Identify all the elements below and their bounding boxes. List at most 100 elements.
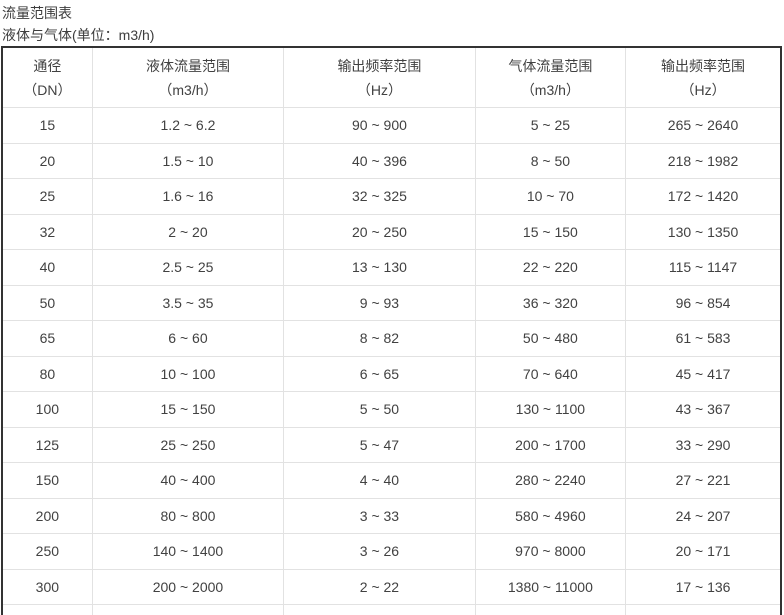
table-cell: 1.6 ~ 16 (92, 179, 283, 215)
table-cell: 80 (2, 356, 92, 392)
column-header-label: 通径 (3, 54, 92, 78)
table-cell: 140 ~ 1400 (92, 534, 283, 570)
table-cell: 40 (2, 250, 92, 286)
column-header: 输出频率范围（Hz） (284, 47, 475, 108)
column-header: 通径（DN） (2, 47, 92, 108)
column-header-label: 液体流量范围 (93, 54, 283, 78)
table-cell: 45 ~ 417 (626, 356, 781, 392)
table-cell: 280 ~ 2240 (475, 463, 625, 499)
table-cell: 5 ~ 47 (284, 427, 475, 463)
table-cell: 200 (2, 498, 92, 534)
column-header-label: 气体流量范围 (476, 54, 625, 78)
table-cell: 172 ~ 1420 (626, 179, 781, 215)
table-cell: 61 ~ 583 (626, 321, 781, 357)
table-cell: 65 (2, 321, 92, 357)
table-cell: 115 ~ 1147 (626, 250, 781, 286)
table-cell: 2.5 ~ 25 (92, 250, 283, 286)
column-header-unit: （Hz） (626, 78, 780, 102)
table-cell: 22 ~ 220 (475, 250, 625, 286)
table-cell: 25 ~ 250 (92, 427, 283, 463)
page-subtitle: 液体与气体(单位：m3/h) (2, 24, 784, 46)
table-cell: 265 ~ 2640 (626, 108, 781, 144)
table-cell: 6 ~ 60 (92, 321, 283, 357)
table-cell: 13 ~ 130 (284, 250, 475, 286)
table-cell: 40 ~ 400 (92, 463, 283, 499)
table-cell: 17 ~ 136 (626, 569, 781, 605)
table-cell: 32 (2, 214, 92, 250)
table-cell: 20 ~ 250 (284, 214, 475, 250)
table-cell: 8 ~ 82 (284, 321, 475, 357)
table-cell: 15 (2, 108, 92, 144)
table-cell: 33 ~ 290 (626, 427, 781, 463)
column-header-unit: （DN） (3, 78, 92, 102)
table-cell: 580 ~ 4960 (475, 498, 625, 534)
flow-range-table: 通径（DN）液体流量范围（m3/h）输出频率范围（Hz）气体流量范围（m3/h）… (1, 46, 782, 615)
table-cell: 3 ~ 33 (284, 498, 475, 534)
table-cell: 50 ~ 480 (475, 321, 625, 357)
table-cell: 6 ~ 65 (284, 356, 475, 392)
table-cell: 24 ~ 207 (626, 498, 781, 534)
table-cell: 130 ~ 1350 (626, 214, 781, 250)
table-cell: 970 ~ 8000 (475, 534, 625, 570)
column-header: 液体流量范围（m3/h） (92, 47, 283, 108)
table-header-row: 通径（DN）液体流量范围（m3/h）输出频率范围（Hz）气体流量范围（m3/h）… (2, 47, 781, 108)
column-header-unit: （Hz） (284, 78, 474, 102)
table-cell: 3 ~ 26 (284, 534, 475, 570)
table-cell: 200 ~ 1700 (475, 427, 625, 463)
table-cell: 3.5 ~ 35 (92, 285, 283, 321)
column-header-unit: （m3/h） (93, 78, 283, 102)
table-cell: 10 ~ 70 (475, 179, 625, 215)
table-cell: 1380 ~ 11000 (475, 569, 625, 605)
table-cell: 2 ~ 20 (92, 214, 283, 250)
table-cell: 2 ~ 22 (284, 569, 475, 605)
table-cell: 200 ~ 2000 (92, 569, 283, 605)
table-cell: 32 ~ 325 (284, 179, 475, 215)
table-cell: 40 ~ 396 (284, 143, 475, 179)
column-header-label: 输出频率范围 (626, 54, 780, 78)
table-cell: 5 ~ 50 (284, 392, 475, 428)
table-cell: 25 (2, 179, 92, 215)
table-cell: 9 ~ 93 (284, 285, 475, 321)
table-cell: 130 ~ 1100 (475, 392, 625, 428)
table-cell: 100 (2, 392, 92, 428)
table-cell: 96 ~ 854 (626, 285, 781, 321)
table-cell: 10 ~ 100 (92, 356, 283, 392)
table-cell: 20 (2, 143, 92, 179)
table-cell: 125 (2, 427, 92, 463)
table-cell: 15 ~ 150 (475, 214, 625, 250)
column-header-label: 输出频率范围 (284, 54, 474, 78)
table-cell: 36 ~ 320 (475, 285, 625, 321)
table-cell: 15 ~ 150 (92, 392, 283, 428)
table-cell: 80 ~ 800 (92, 498, 283, 534)
table-cell: 5 ~ 25 (475, 108, 625, 144)
table-cell: 70 ~ 640 (475, 356, 625, 392)
column-header: 输出频率范围（Hz） (626, 47, 781, 108)
table-cell: 300 (2, 569, 92, 605)
column-header: 气体流量范围（m3/h） (475, 47, 625, 108)
table-cell: 4 ~ 40 (284, 463, 475, 499)
table-cell: 8 ~ 50 (475, 143, 625, 179)
table-cell: 27 ~ 221 (626, 463, 781, 499)
table-cell: 50 (2, 285, 92, 321)
page-title: 流量范围表 (2, 2, 784, 24)
table-cell: 90 ~ 900 (284, 108, 475, 144)
table-cell: 20 ~ 171 (626, 534, 781, 570)
column-header-unit: （m3/h） (476, 78, 625, 102)
table-cell: 43 ~ 367 (626, 392, 781, 428)
table-cell: 218 ~ 1982 (626, 143, 781, 179)
table-cell: 150 (2, 463, 92, 499)
table-cell: 1.2 ~ 6.2 (92, 108, 283, 144)
